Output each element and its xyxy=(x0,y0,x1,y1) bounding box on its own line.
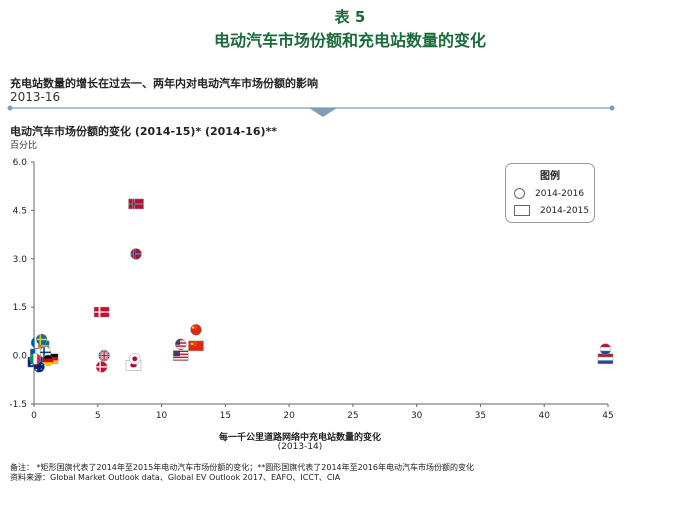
square-flag-netherlands xyxy=(597,353,614,365)
figure-title: 电动汽车市场份额和充电站数量的变化 xyxy=(213,31,486,50)
x-tick-label: 40 xyxy=(538,411,550,421)
y-tick-label: 4.5 xyxy=(13,206,27,216)
x-tick-label: 10 xyxy=(156,411,168,421)
circle-flag-united-states xyxy=(174,338,187,351)
circle-flag-netherlands xyxy=(599,343,612,355)
x-tick-label: 20 xyxy=(283,411,295,421)
scatter-chart: 6.0 4.5 3.0 1.5 0.0 -1.5 0 5 10 15 20 25 30 35 40 45 xyxy=(9,158,614,421)
source-note: 资料来源：Global Market Outlook data、Global E… xyxy=(10,473,341,482)
figure-number: 表 5 xyxy=(334,8,366,26)
legend-label-2014-2015: 2014-2015 xyxy=(540,206,590,216)
legend-circle-symbol xyxy=(514,188,525,199)
chart-subtitle: 充电站数量的增长在过去一、两年内对电动汽车市场份额的影响 xyxy=(10,77,318,90)
chart-title: 电动汽车市场份额的变化 (2014-15)* (2014-16)** xyxy=(10,125,278,138)
square-flag-united-states xyxy=(172,350,189,361)
x-tick-label: 30 xyxy=(411,411,423,421)
circle-flag-china xyxy=(190,324,202,336)
x-tick-label: 15 xyxy=(220,411,231,421)
circle-flag-italy xyxy=(29,353,42,365)
legend-entry-2014-2015: 2014-2015 xyxy=(514,205,589,216)
legend-square-symbol xyxy=(514,205,530,216)
circle-flag-japan xyxy=(129,353,141,365)
circle-flag-germany xyxy=(42,354,54,367)
footnote: 备注： *矩形国旗代表了2014年至2015年电动汽车市场份额的变化；**圆形国… xyxy=(10,463,474,472)
chart-period: 2013-16 xyxy=(10,90,61,104)
y-tick-label: 3.0 xyxy=(13,255,28,265)
circle-flag-denmark xyxy=(95,361,108,373)
circle-flag-united-kingdom xyxy=(98,349,110,362)
legend-title: 图例 xyxy=(540,171,560,182)
legend-entry-2014-2016: 2014-2016 xyxy=(514,188,584,199)
x-tick-label: 25 xyxy=(347,411,358,421)
circle-flag-norway xyxy=(130,248,142,260)
x-tick-label: 45 xyxy=(602,411,613,421)
legend-label-2014-2016: 2014-2016 xyxy=(535,189,585,199)
x-axis-label: 每一千公里道路网络中充电站数量的变化 xyxy=(218,433,381,443)
square-flag-china xyxy=(188,340,204,352)
square-flag-norway xyxy=(128,198,144,210)
square-flag-denmark xyxy=(93,306,110,318)
circle-flag-sweden xyxy=(35,333,48,346)
x-tick-label: 35 xyxy=(475,411,486,421)
x-axis-label-sub: (2013-14) xyxy=(277,442,323,452)
x-tick-label: 0 xyxy=(31,411,37,421)
y-axis-unit: 百分比 xyxy=(10,141,38,151)
section-divider xyxy=(7,105,615,117)
chart-legend: 图例 2014-2016 2014-2015 xyxy=(505,163,595,223)
y-tick-label: 0.0 xyxy=(13,352,28,362)
y-tick-label: 1.5 xyxy=(13,303,27,313)
y-tick-label: 6.0 xyxy=(13,158,28,168)
x-tick-label: 5 xyxy=(95,411,101,421)
y-tick-label: -1.5 xyxy=(9,400,27,410)
